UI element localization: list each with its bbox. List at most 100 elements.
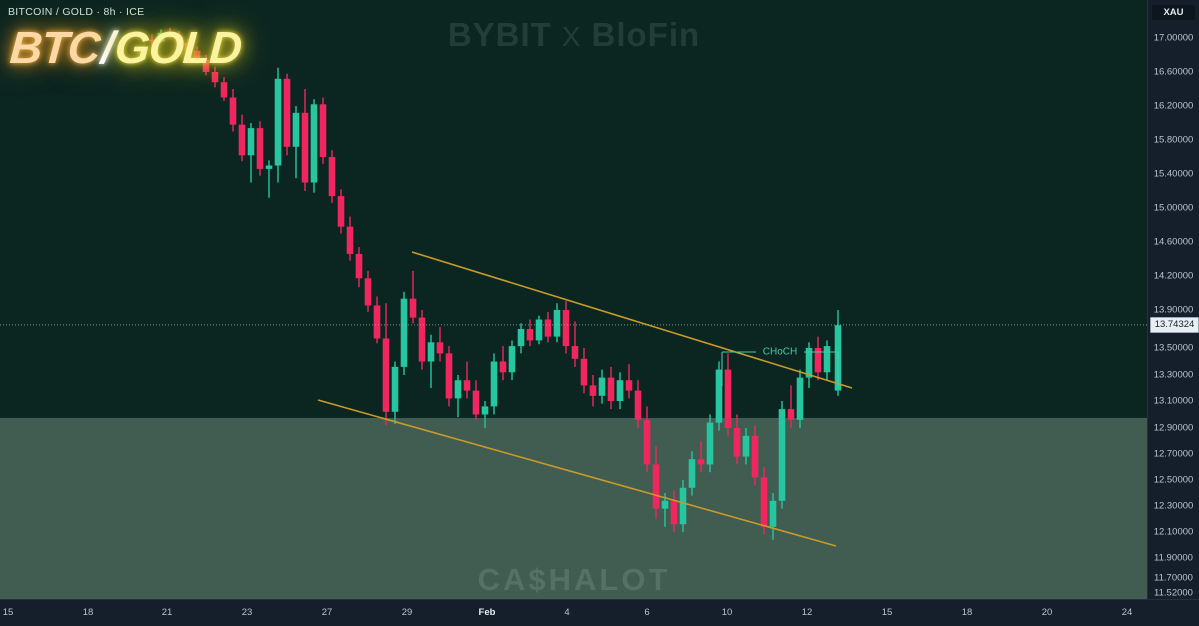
candlestick (652, 446, 660, 519)
price-axis[interactable]: XAU 17.00000 16.60000 16.20000 15.80000 15.4… (1147, 0, 1199, 611)
candlestick (661, 493, 669, 527)
choch-marker-layer (721, 351, 839, 386)
candlestick (202, 55, 210, 76)
price-tick: 12.70000 (1153, 448, 1194, 460)
candlestick (148, 33, 156, 47)
candlestick (193, 46, 201, 64)
time-tick: 10 (721, 607, 733, 618)
candlestick (679, 480, 687, 532)
candlestick (337, 189, 345, 234)
candlestick (517, 323, 525, 354)
chart-plot-area[interactable]: BYBIT X BloFin CA$HALOT CHoCH (0, 0, 1148, 600)
candlestick (760, 467, 768, 535)
candlestick (472, 380, 480, 420)
candlestick (400, 291, 408, 375)
current-price-badge: 13.74324 (1150, 316, 1199, 333)
candlestick (823, 340, 831, 381)
candlestick (535, 315, 543, 345)
candlestick (778, 401, 786, 509)
time-tick: 24 (1121, 607, 1133, 618)
candlestick (733, 414, 741, 465)
price-tick: 15.40000 (1153, 168, 1194, 180)
candlestick (589, 375, 597, 407)
candlestick (580, 348, 588, 394)
time-tick: 18 (961, 607, 973, 618)
candlestick (562, 300, 570, 354)
candlestick (454, 375, 462, 418)
candlestick (319, 97, 327, 164)
price-tick: 11.52000 (1154, 587, 1193, 599)
price-tick: 14.20000 (1153, 270, 1194, 282)
candlestick (436, 327, 444, 362)
candlestick (382, 303, 390, 426)
candlestick (805, 342, 813, 388)
trendline-upper-resistance[interactable] (411, 251, 853, 389)
candlestick (814, 336, 822, 381)
price-tick: 15.00000 (1153, 202, 1194, 214)
candlestick (769, 493, 777, 540)
logo-btc-text: BTC (8, 22, 102, 73)
candlestick (211, 66, 219, 88)
trendlines-layer (317, 251, 853, 547)
candlestick (634, 380, 642, 428)
chart-symbol-title: BITCOIN / GOLD · 8h · ICE (8, 6, 145, 18)
candlestick (616, 372, 624, 410)
candlestick (499, 346, 507, 381)
candlestick (346, 216, 354, 261)
chart-overlay (0, 27, 1148, 547)
lower-zone-background (0, 418, 1148, 600)
cashalot-watermark: CA$HALOT (477, 562, 671, 597)
time-tick: 27 (321, 607, 333, 618)
candlestick (607, 366, 615, 410)
price-tick: 12.30000 (1153, 500, 1194, 512)
candlestick (301, 89, 309, 191)
candlestick (751, 425, 759, 486)
time-tick: 29 (401, 607, 413, 618)
candlestick (481, 401, 489, 428)
candlestick (391, 361, 399, 424)
watermark-x: X (561, 21, 582, 52)
zone-divider-line (0, 416, 1148, 418)
candlestick (697, 441, 705, 473)
candlestick (508, 340, 516, 381)
time-tick: 12 (801, 607, 813, 618)
candlestick (418, 310, 426, 370)
price-tick: 13.30000 (1153, 369, 1194, 381)
candlestick (490, 353, 498, 415)
time-tick: 20 (1041, 607, 1053, 618)
candlestick (229, 89, 237, 132)
time-tick: 15 (881, 607, 893, 618)
candlestick (670, 490, 678, 532)
candlestick (463, 361, 471, 399)
price-tick: 11.70000 (1154, 572, 1193, 584)
time-tick: 21 (161, 607, 173, 618)
candlestick (265, 160, 273, 198)
price-tick: 13.90000 (1153, 304, 1194, 316)
time-tick: Feb (478, 607, 496, 618)
candlestick (796, 369, 804, 428)
candlestick (283, 73, 291, 156)
trendline-lower-support[interactable] (317, 399, 837, 547)
choch-label: CHoCH (762, 346, 798, 358)
time-axis[interactable]: 15 18 21 23 27 29 Feb 4 6 10 12 15 18 20 24 (0, 599, 1199, 626)
candlestick (598, 369, 606, 404)
price-tick: 16.60000 (1153, 66, 1194, 78)
price-tick: 13.10000 (1153, 395, 1194, 407)
candlestick (364, 270, 372, 312)
candlestick (688, 451, 696, 496)
time-tick: 4 (564, 607, 570, 618)
price-tick: 16.20000 (1153, 100, 1194, 112)
candlestick (157, 29, 165, 44)
logo-gold-text: GOLD (113, 22, 243, 73)
candlestick (706, 414, 714, 473)
candlestick (445, 346, 453, 407)
candlestick (643, 406, 651, 473)
time-tick: 15 (2, 607, 14, 618)
sponsor-watermark: BYBIT X BloFin (0, 16, 1148, 54)
candlestick (571, 321, 579, 367)
time-tick: 6 (644, 607, 650, 618)
time-tick: 23 (241, 607, 253, 618)
candlestick (175, 31, 183, 45)
candlestick (724, 353, 732, 436)
